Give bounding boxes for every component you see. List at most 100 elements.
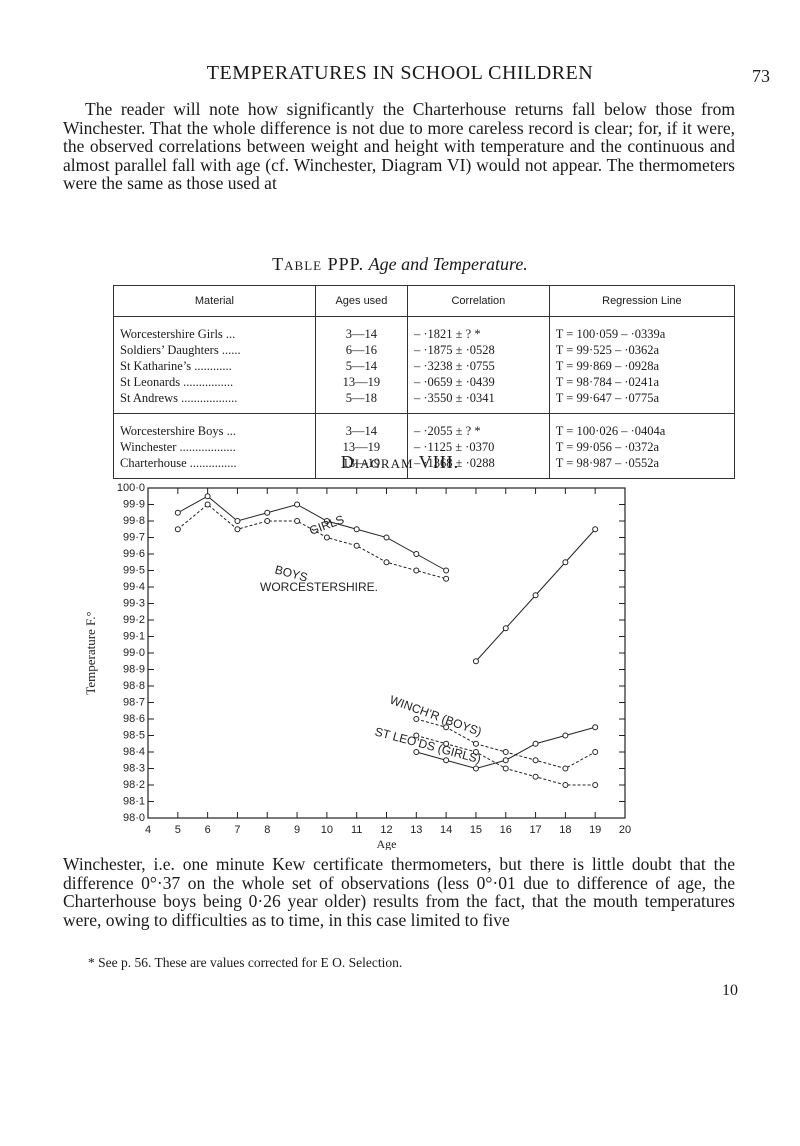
x-tick-label: 13 <box>410 824 422 836</box>
table-cell: St Leonards ................ <box>120 375 234 389</box>
data-point <box>532 757 539 764</box>
y-tick-label: 98·1 <box>123 795 145 807</box>
table-cell: T = 99·869 – ·0928a <box>548 357 735 373</box>
table-cell: 6—16 <box>314 341 408 357</box>
table-cell: – ·2055 ± ? * <box>407 413 550 438</box>
data-point <box>443 575 450 582</box>
data-point <box>502 625 509 632</box>
column-header: Ages used <box>314 285 408 317</box>
y-tick-label: 99·8 <box>123 515 145 527</box>
data-point <box>353 526 360 533</box>
table-label: Table PPP. <box>272 254 365 274</box>
y-tick-label: 99·0 <box>123 647 145 659</box>
data-point <box>294 518 301 524</box>
table-cell: T = 100·026 – ·0404a <box>548 413 735 438</box>
y-tick-label: 99·4 <box>123 581 145 593</box>
data-point <box>532 592 539 599</box>
x-tick-label: 10 <box>321 824 333 836</box>
chart: 98·0 98·1 98·2 98·3 98·4 98·5 98·6 98·7 98·8 98·9… <box>83 482 631 850</box>
x-tick-label: 6 <box>205 824 211 836</box>
y-tick-label: 99·3 <box>123 597 145 609</box>
footnote: * See p. 56. These are values corrected … <box>88 955 403 970</box>
y-tick-label: 99·5 <box>123 564 145 576</box>
table-cell: 5—14 <box>314 357 408 373</box>
table-cell: St Andrews .................. <box>120 391 238 405</box>
table-cell: 3—14 <box>314 316 408 341</box>
data-point <box>204 493 211 500</box>
data-point <box>592 724 599 731</box>
y-tick-label: 98·2 <box>123 779 145 791</box>
x-tick-label: 15 <box>470 824 482 836</box>
page-number: 73 <box>752 66 770 86</box>
data-point <box>234 526 241 533</box>
data-line <box>177 503 447 580</box>
data-point <box>562 732 569 739</box>
data-point <box>562 765 569 772</box>
table-cell: 3—14 <box>314 413 408 438</box>
data-point <box>413 716 420 722</box>
table-cell: Winchester .................. <box>120 440 236 454</box>
data-point <box>413 551 420 557</box>
x-tick-label: 4 <box>145 824 151 836</box>
data-point <box>383 559 390 566</box>
x-tick-label: 5 <box>175 824 181 836</box>
data-point <box>413 749 420 755</box>
data-point <box>174 509 181 516</box>
table-cell: Charterhouse ............... <box>120 456 237 470</box>
x-tick-label: 20 <box>619 824 631 836</box>
data-point <box>204 501 211 508</box>
y-tick-label: 99·2 <box>123 614 145 626</box>
table: Material Ages used Correlation Regression L… <box>113 285 735 479</box>
table-cell: – ·1875 ± ·0528 <box>407 341 550 357</box>
table-cell: – ·0659 ± ·0439 <box>407 373 550 389</box>
annotation: GIRLS <box>307 512 346 537</box>
data-point <box>562 559 569 566</box>
x-tick-label: 14 <box>440 824 452 836</box>
column-header: Regression Line <box>548 285 735 317</box>
x-tick-label: 12 <box>380 824 392 836</box>
table-row: St Katharine’s ............ 5—14– ·3238 ±… <box>114 357 735 373</box>
table-cell: 13—19 <box>314 454 408 479</box>
data-point <box>472 658 479 665</box>
y-tick-label: 98·0 <box>123 812 145 824</box>
data-point <box>502 765 509 772</box>
table-cell: 13—19 <box>314 373 408 389</box>
y-tick-label: 98·8 <box>123 680 145 692</box>
data-point <box>592 782 599 788</box>
column-header: Material <box>113 285 316 317</box>
table-cell: Worcestershire Girls ... <box>120 327 236 341</box>
table-cell: T = 99·647 – ·0775a <box>548 389 735 414</box>
table-cell: T = 98·987 – ·0552a <box>548 454 735 479</box>
data-point <box>174 526 181 533</box>
row-group: Worcestershire Boys ... 3—14– ·2055 ± ? *… <box>113 413 735 479</box>
table-cell: – ·1821 ± ? * <box>407 316 550 341</box>
y-tick-label: 99·1 <box>123 630 145 642</box>
y-tick-label: 99·6 <box>123 548 145 560</box>
data-point <box>323 518 330 524</box>
data-point <box>502 757 509 764</box>
data-point <box>323 534 330 541</box>
data-point <box>413 567 420 574</box>
table-row: Charterhouse ............... 13—19– ·1368… <box>114 454 735 479</box>
table-title: Age and Temperature. <box>368 254 528 274</box>
data-point <box>443 724 450 731</box>
data-point <box>592 749 599 755</box>
y-tick-label: 99·9 <box>123 498 145 510</box>
data-point <box>592 526 599 533</box>
data-point <box>353 542 360 549</box>
x-tick-label: 16 <box>500 824 512 836</box>
signature-mark: 10 <box>722 982 738 999</box>
table-row: Worcestershire Boys ... 3—14– ·2055 ± ? *… <box>114 413 735 438</box>
x-tick-label: 19 <box>589 824 601 836</box>
data-line <box>177 495 447 571</box>
y-tick-label: 98·4 <box>123 746 145 758</box>
y-tick-label: 98·6 <box>123 713 145 725</box>
table-cell: Soldiers’ Daughters ...... <box>120 343 241 357</box>
table-row: Worcestershire Girls ... 3—14– ·1821 ± ? … <box>114 316 735 341</box>
table-cell: – ·3550 ± ·0341 <box>407 389 550 414</box>
table-cell: – ·1368 ± ·0288 <box>407 454 550 479</box>
table-caption: Table PPP. Age and Temperature. <box>0 254 800 275</box>
table-row: Winchester .................. 13—19– ·112… <box>114 438 735 454</box>
data-point <box>443 740 450 747</box>
x-tick-label: 9 <box>294 824 300 836</box>
